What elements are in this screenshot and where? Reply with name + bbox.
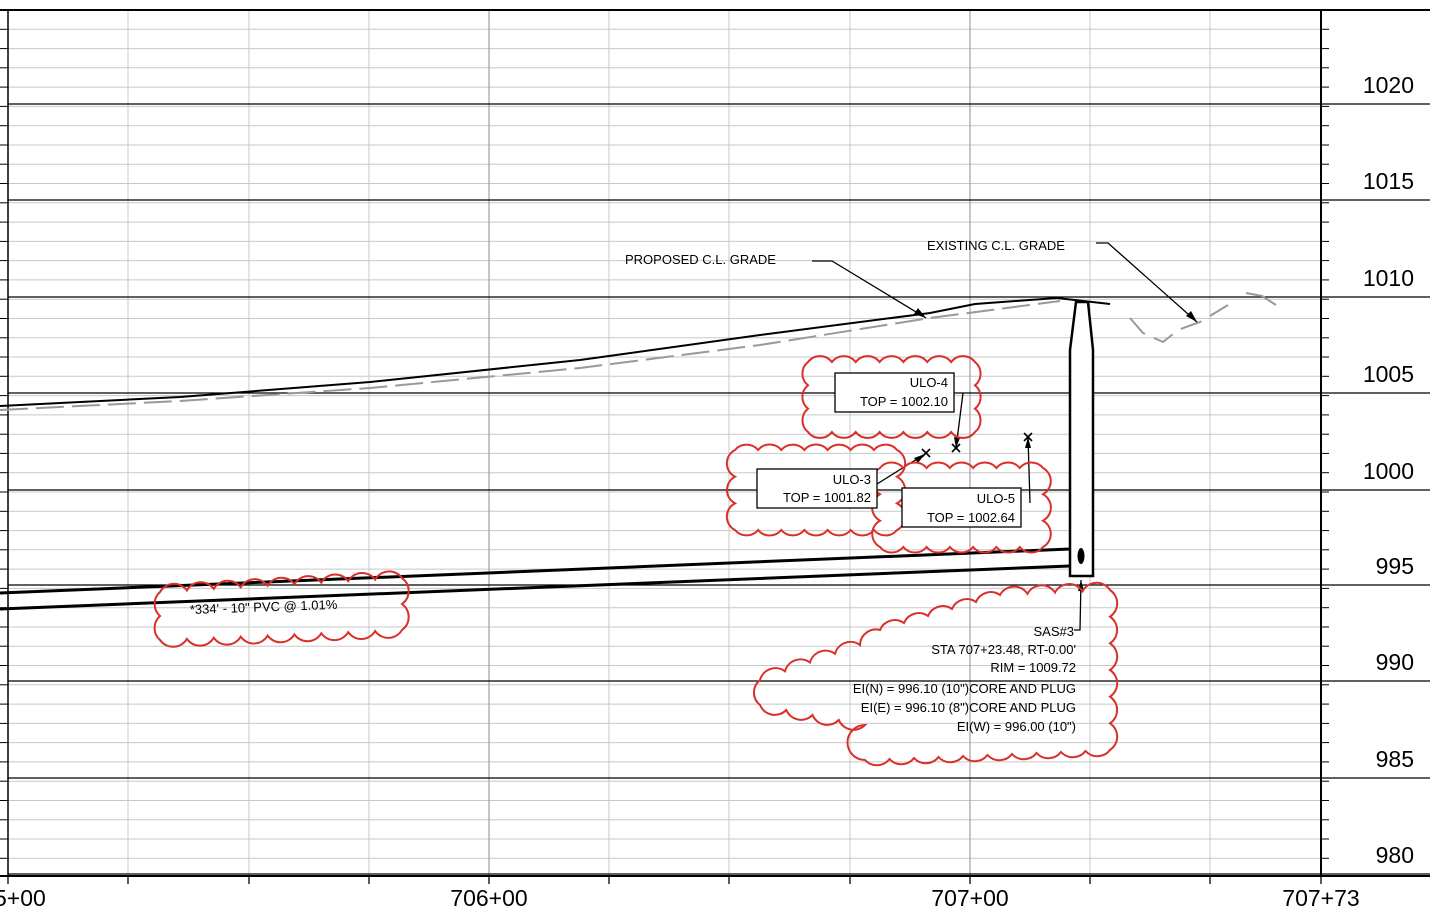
ulo4-name: ULO-4	[910, 375, 948, 390]
manhole-rim: RIM = 1009.72	[990, 660, 1076, 675]
elevation-label-1015: 1015	[1363, 168, 1414, 194]
existing-grade-line	[0, 300, 1061, 411]
manhole-leader	[1074, 579, 1082, 631]
ulo5-box	[901, 487, 1022, 528]
ulo3-box	[756, 468, 878, 509]
manhole-notes: SAS#3 STA 707+23.48, RT-0.00' RIM = 1009…	[853, 624, 1076, 734]
ulo5-marker	[1023, 432, 1033, 442]
pipe-top-line	[0, 547, 1071, 595]
station-label-706: 706+00	[450, 885, 527, 911]
existing-grade-label: EXISTING C.L. GRADE	[927, 238, 1065, 253]
elevation-label-995: 995	[1376, 553, 1414, 579]
proposed-grade-arrowhead	[914, 308, 926, 318]
ulo5-arrowhead	[1025, 437, 1031, 448]
ulo4-marker	[951, 443, 961, 453]
ulo3-top: TOP = 1001.82	[783, 490, 871, 505]
ulo3-revision-cloud	[725, 443, 907, 537]
ulo5-name: ULO-5	[977, 491, 1015, 506]
ulo5-label: ULO-5 TOP = 1002.64	[901, 487, 1022, 528]
existing-grade-leader	[1096, 242, 1198, 323]
ulo4-label: ULO-4 TOP = 1002.10	[834, 372, 955, 413]
ulo4-revision-cloud	[801, 355, 982, 439]
manhole-ei-n: EI(N) = 996.10 (10")CORE AND PLUG	[853, 681, 1076, 696]
ulo5-top: TOP = 1002.64	[927, 510, 1015, 525]
elevation-labels: 1020 1015 1010 1005 1000 995 990 985 980	[1363, 72, 1414, 868]
pipe-bottom-line	[0, 564, 1071, 611]
manhole-station: STA 707+23.48, RT-0.00'	[931, 642, 1076, 657]
ulo5-revision-cloud	[871, 461, 1052, 554]
pipe-note: *334' - 10" PVC @ 1.01%	[190, 597, 338, 617]
profile-frame	[0, 9, 1430, 884]
elevation-label-990: 990	[1376, 649, 1414, 675]
elevation-label-980: 980	[1376, 842, 1414, 868]
existing-grade-line-east	[1129, 304, 1229, 344]
ulo3-marker	[921, 448, 931, 458]
station-label-707: 707+00	[931, 885, 1008, 911]
ulo3-label: ULO-3 TOP = 1001.82	[756, 468, 878, 509]
profile-grid	[8, 9, 1430, 876]
elevation-label-1020: 1020	[1363, 72, 1414, 98]
ulo3-name: ULO-3	[833, 472, 871, 487]
station-label-707-73: 707+73	[1282, 885, 1359, 911]
proposed-grade-leader	[812, 260, 927, 319]
elevation-label-1000: 1000	[1363, 458, 1414, 484]
ulo4-top: TOP = 1002.10	[860, 394, 948, 409]
manhole-revision-cloud	[753, 581, 1119, 767]
station-label-705: 5+00	[0, 885, 46, 911]
station-labels: 5+00 706+00 707+00 707+73	[0, 885, 1360, 911]
ulo4-box	[834, 372, 955, 413]
existing-grade-line-east-end	[1245, 292, 1277, 306]
manhole-ei-w: EI(W) = 996.00 (10")	[957, 719, 1076, 734]
elevation-label-1005: 1005	[1363, 361, 1414, 387]
manhole-structure	[1068, 300, 1095, 578]
pipe-note-revision-cloud	[153, 570, 410, 648]
manhole-invert	[1077, 548, 1085, 564]
existing-grade-arrowhead	[1186, 311, 1197, 322]
ulo4-arrowhead	[954, 437, 960, 448]
manhole-ei-e: EI(E) = 996.10 (8")CORE AND PLUG	[861, 700, 1076, 715]
proposed-grade-label: PROPOSED C.L. GRADE	[625, 252, 776, 267]
profile-geometry	[0, 242, 1277, 767]
elevation-label-1010: 1010	[1363, 265, 1414, 291]
proposed-grade-line	[0, 296, 1111, 407]
manhole-name: SAS#3	[1034, 624, 1074, 639]
elevation-label-985: 985	[1376, 746, 1414, 772]
